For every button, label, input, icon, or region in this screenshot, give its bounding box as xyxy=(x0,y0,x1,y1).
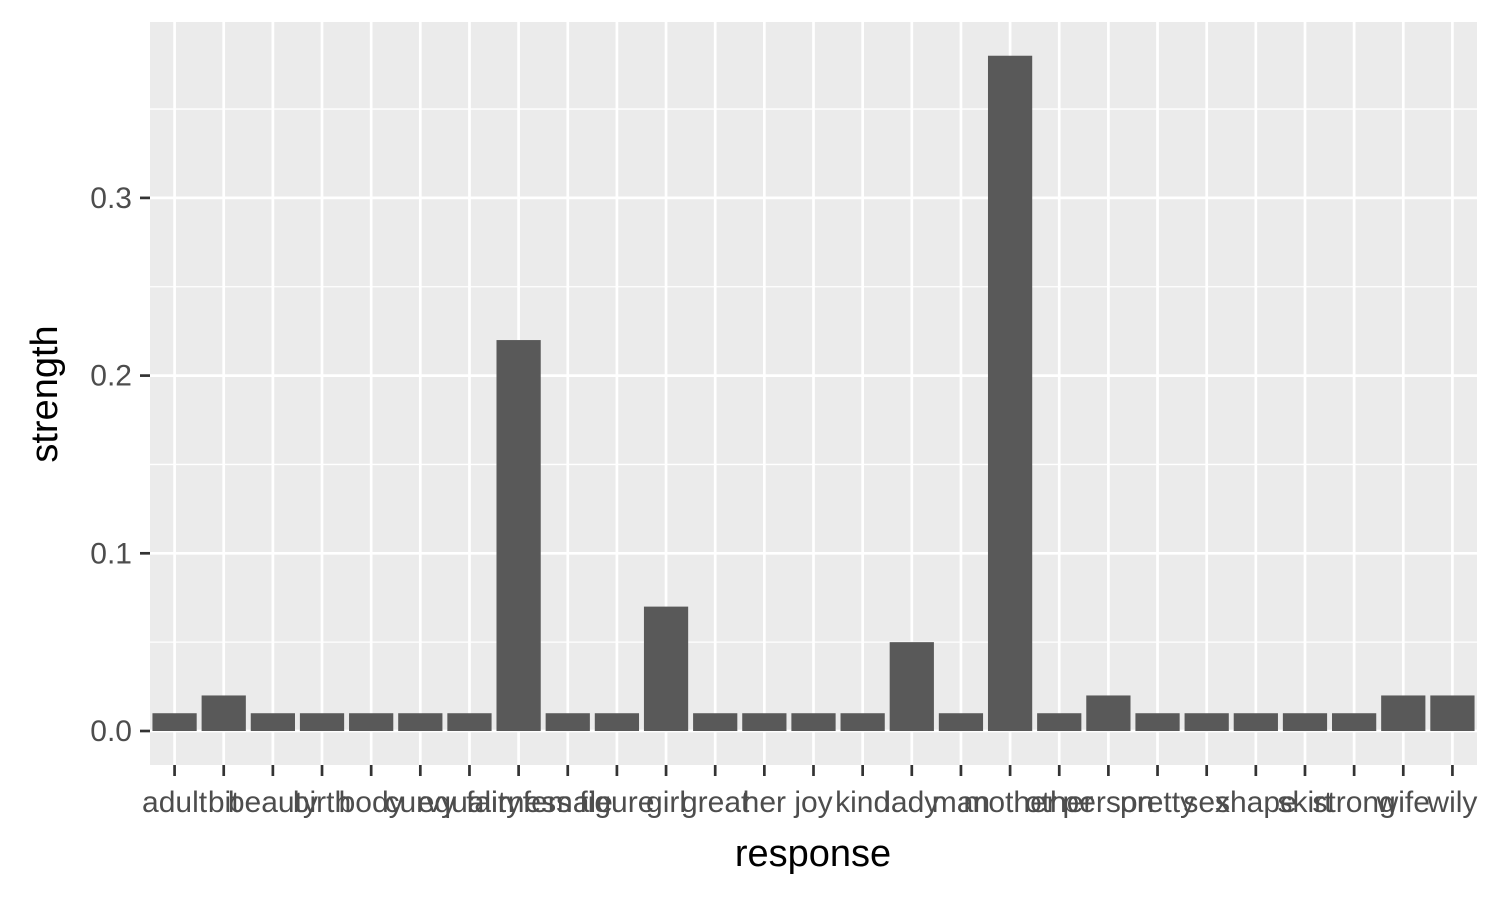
y-tick-label: 0.3 xyxy=(90,182,132,215)
x-tick-label: shape xyxy=(1215,786,1297,819)
bar-wife xyxy=(1381,695,1426,731)
x-tick-label: sex xyxy=(1183,786,1230,819)
x-tick-label: equality xyxy=(418,786,521,819)
bar-mother xyxy=(987,55,1033,732)
x-tick-label: kind xyxy=(835,786,890,819)
y-tick-label: 0.1 xyxy=(90,537,132,570)
x-tick-label: pretty xyxy=(1120,786,1195,819)
x-axis-title: response xyxy=(735,833,891,875)
x-tick-label: great xyxy=(681,786,750,819)
x-tick-label: female xyxy=(523,786,613,819)
x-tick-label: adult xyxy=(142,786,208,819)
x-tick-label: lady xyxy=(884,786,939,819)
x-tick-label: curvy xyxy=(384,786,456,819)
y-tick-label: 0.2 xyxy=(90,360,132,393)
bar-person xyxy=(1086,695,1131,731)
x-tick-label: skirt xyxy=(1277,786,1333,819)
x-tick-label: mother xyxy=(963,786,1056,819)
bar-skirt xyxy=(1282,713,1328,731)
bar-joy xyxy=(791,713,836,731)
bar-wily xyxy=(1430,695,1475,731)
x-axis: adult bitbeautybirthbodycurvyequalityfair… xyxy=(142,765,1477,819)
x-tick-label: man xyxy=(932,786,990,819)
y-axis: 0.0 0.1 0.2 0.3 xyxy=(90,182,150,748)
bar-adult xyxy=(152,713,197,731)
x-tick-label: her xyxy=(743,786,786,819)
bar-curvy xyxy=(398,713,443,731)
bar-her xyxy=(742,713,787,731)
x-tick-label: girl xyxy=(646,786,686,819)
bar-great xyxy=(693,713,738,731)
bar-equality xyxy=(447,713,492,731)
x-tick-label: wife xyxy=(1376,786,1430,819)
x-tick-label: beauty xyxy=(228,786,318,819)
bar-birth xyxy=(299,713,345,731)
bar-kind xyxy=(840,713,885,731)
x-tick-label: birth xyxy=(293,786,351,819)
x-tick-label: fairness xyxy=(466,786,571,819)
bar-other xyxy=(1037,713,1082,731)
x-tick-label: wily xyxy=(1426,786,1477,819)
bar-figure xyxy=(594,713,640,731)
x-tick-label: bit xyxy=(208,786,240,819)
x-tick-label: strong xyxy=(1312,786,1395,819)
x-tick-label: person xyxy=(1063,786,1155,819)
major-gridlines xyxy=(150,22,1477,765)
bar-beauty xyxy=(250,713,295,731)
bar-strong xyxy=(1332,713,1377,731)
bar-girl xyxy=(643,606,689,731)
bar-shape xyxy=(1233,713,1278,731)
bar-man xyxy=(938,713,984,731)
bar-lady xyxy=(889,642,934,731)
x-tick-label: other xyxy=(1025,786,1093,819)
bar-body xyxy=(349,713,394,731)
x-tick-label: figure xyxy=(579,786,654,819)
bar-fairness xyxy=(496,340,541,731)
bar-pretty xyxy=(1135,713,1180,731)
bar-bit xyxy=(201,695,246,731)
y-tick-label: 0.0 xyxy=(90,715,132,748)
bars xyxy=(152,55,1475,732)
y-axis-title: strength xyxy=(24,325,66,462)
bar-female xyxy=(545,713,590,731)
x-tick-label: body xyxy=(339,786,404,819)
x-tick-label: joy xyxy=(793,786,832,819)
bar-sex xyxy=(1184,713,1229,731)
